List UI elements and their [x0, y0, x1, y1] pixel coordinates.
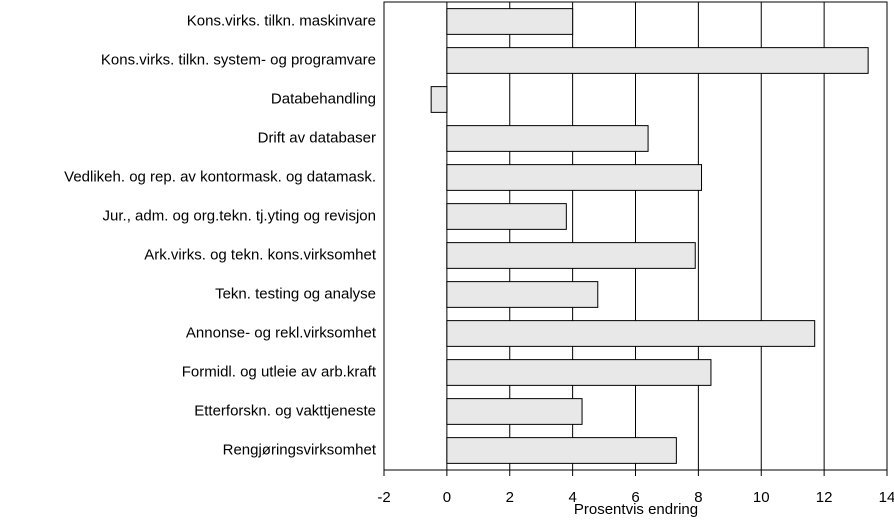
y-tick-label: Tekn. testing og analyse	[215, 285, 376, 302]
y-tick-label: Annonse- og rekl.virksomhet	[186, 324, 377, 341]
y-tick-label: Ark.virks. og tekn. kons.virksomhet	[144, 246, 377, 263]
bar	[430, 86, 448, 113]
x-tick-label: 10	[753, 489, 770, 506]
y-tick-label: Drift av databaser	[258, 129, 376, 146]
x-tick-label: -2	[377, 489, 390, 506]
bar	[446, 47, 869, 74]
bar	[446, 164, 703, 191]
y-tick-label: Rengjøringsvirksomhet	[223, 441, 377, 458]
x-tick-label: 12	[816, 489, 833, 506]
x-tick-label: 0	[443, 489, 451, 506]
y-tick-label: Kons.virks. tilkn. system- og programvar…	[101, 51, 376, 68]
x-tick-label: 2	[506, 489, 514, 506]
x-tick-label: 4	[568, 489, 576, 506]
bar	[446, 242, 696, 269]
bar	[446, 8, 574, 35]
bar	[446, 125, 649, 152]
bar	[446, 320, 816, 347]
y-tick-label: Kons.virks. tilkn. maskinvare	[187, 12, 376, 29]
y-tick-label: Jur., adm. og org.tekn. tj.yting og revi…	[103, 207, 376, 224]
bar	[446, 437, 677, 464]
bar	[446, 398, 583, 425]
bar	[446, 359, 712, 386]
y-tick-label: Databehandling	[271, 90, 376, 107]
y-tick-label: Formidl. og utleie av arb.kraft	[182, 363, 377, 380]
x-axis-label: Prosentvis endring	[574, 501, 698, 518]
x-tick-label: 8	[694, 489, 702, 506]
y-tick-label: Vedlikeh. og rep. av kontormask. og data…	[64, 168, 376, 185]
bar	[446, 281, 599, 308]
x-tick-label: 6	[631, 489, 639, 506]
x-tick-label: 14	[879, 489, 894, 506]
y-tick-label: Etterforskn. og vakttjeneste	[194, 402, 376, 419]
bar	[446, 203, 567, 230]
